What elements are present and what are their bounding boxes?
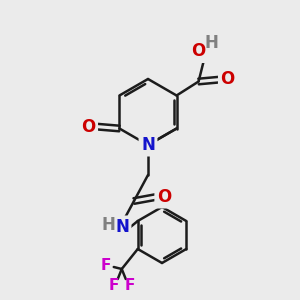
Text: N: N: [141, 136, 155, 154]
Text: O: O: [157, 188, 171, 206]
Text: H: H: [205, 34, 218, 52]
Text: O: O: [81, 118, 95, 136]
Text: F: F: [124, 278, 135, 292]
Text: O: O: [220, 70, 235, 88]
Text: N: N: [115, 218, 129, 236]
Text: O: O: [191, 43, 206, 61]
Text: F: F: [109, 278, 119, 292]
Text: H: H: [101, 216, 115, 234]
Text: F: F: [100, 257, 111, 272]
